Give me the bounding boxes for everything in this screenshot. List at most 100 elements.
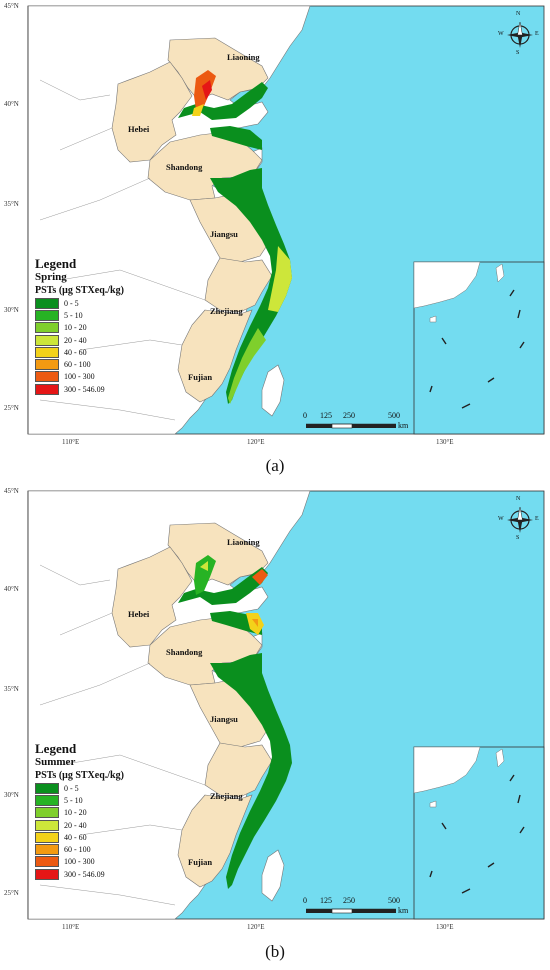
legend-swatch [35, 819, 59, 831]
legend-season: Spring [35, 271, 67, 283]
legend-title: Legend [35, 741, 77, 756]
label-zhejiang: Zhejiang [210, 791, 243, 801]
legend-swatch [35, 334, 59, 346]
lon-110: 110°E [62, 923, 80, 931]
scale-500: 500 [388, 896, 400, 905]
legend-class-row: 100 - 300 [35, 371, 124, 383]
pst-band-10-20 [228, 328, 266, 404]
caption-b: (b) [265, 942, 285, 961]
legend-class-row: 20 - 40 [35, 334, 124, 346]
legend-class-row: 20 - 40 [35, 819, 124, 831]
legend-class-row: 0 - 5 [35, 297, 124, 309]
pst-band-bohai [178, 567, 268, 605]
pst-band-300-plus [202, 80, 212, 100]
province-fujian [177, 309, 253, 403]
lat-45: 45°N [4, 2, 19, 10]
compass-e: E [535, 31, 539, 37]
legend-class-label: 100 - 300 [64, 372, 95, 382]
legend-class-row: 40 - 60 [35, 831, 124, 843]
legend-class-label: 5 - 10 [64, 795, 83, 805]
legend-a: Legend Spring PSTs (μg STXeq./kg) 0 - 5 5… [35, 257, 124, 395]
inset-nine-dash [429, 774, 525, 894]
lat-35: 35°N [4, 685, 19, 693]
compass-e: E [535, 516, 539, 522]
internal-borders [39, 79, 206, 421]
legend-swatch [35, 383, 59, 395]
label-jiangsu: Jiangsu [210, 229, 238, 239]
lat-45: 45°N [4, 487, 19, 495]
pst-band-40-60 [246, 613, 264, 635]
lat-25: 25°N [4, 889, 19, 897]
label-shandong: Shandong [166, 162, 203, 172]
legend-class-label: 20 - 40 [64, 335, 87, 345]
label-fujian: Fujian [188, 372, 213, 382]
lon-120: 120°E [247, 438, 265, 446]
legend-swatch [35, 346, 59, 358]
lat-30: 30°N [4, 306, 19, 314]
inset-nine-dash [429, 289, 525, 409]
map-b-svg [27, 490, 545, 920]
pst-band-40-60 [192, 104, 204, 116]
label-hebei: Hebei [128, 609, 150, 619]
compass-rose-icon [507, 506, 533, 533]
legend-class-label: 10 - 20 [64, 323, 87, 333]
compass-w: W [498, 31, 504, 37]
label-zhejiang: Zhejiang [210, 306, 243, 316]
lon-120: 120°E [247, 923, 265, 931]
legend-class-row: 5 - 10 [35, 794, 124, 806]
legend-class-label: 10 - 20 [64, 808, 87, 818]
lat-40: 40°N [4, 100, 19, 108]
legend-swatch [35, 371, 59, 383]
legend-b: Legend Summer PSTs (μg STXeq./kg) 0 - 5 5… [35, 742, 124, 880]
compass-w: W [498, 516, 504, 522]
scale-125: 125 [320, 896, 332, 905]
legend-title: Legend [35, 256, 77, 271]
province-fujian [177, 794, 253, 888]
legend-rows: 0 - 5 5 - 10 10 - 20 20 - 40 40 - 60 60 - 100… [35, 297, 124, 395]
legend-swatch [35, 794, 59, 806]
legend-swatch [35, 831, 59, 843]
scale-unit: km [398, 906, 409, 915]
legend-season: Summer [35, 756, 76, 768]
legend-class-label: 300 - 546.09 [64, 384, 105, 394]
scale-0: 0 [303, 411, 307, 420]
label-shandong: Shandong [166, 647, 203, 657]
legend-class-label: 40 - 60 [64, 347, 87, 357]
legend-swatch [35, 844, 59, 856]
legend-swatch [35, 297, 59, 309]
legend-class-row: 60 - 100 [35, 358, 124, 371]
scale-250: 250 [343, 411, 355, 420]
legend-class-label: 60 - 100 [64, 845, 91, 855]
lon-130: 130°E [436, 438, 454, 446]
compass-n: N [516, 11, 521, 17]
legend-swatch [35, 359, 59, 371]
taiwan-island [261, 364, 285, 417]
legend-class-label: 0 - 5 [64, 783, 79, 793]
pst-band-20-40 [200, 561, 208, 571]
compass-n: N [516, 496, 521, 502]
legend-class-label: 20 - 40 [64, 820, 87, 830]
compass-rose-icon [507, 21, 533, 48]
legend-unit: PSTs (μg STXeq./kg) [35, 285, 124, 296]
legend-class-label: 5 - 10 [64, 310, 83, 320]
legend-unit: PSTs (μg STXeq./kg) [35, 770, 124, 781]
compass-s: S [516, 50, 520, 56]
scale-0: 0 [303, 896, 307, 905]
legend-class-label: 100 - 300 [64, 857, 95, 867]
legend-class-row: 10 - 20 [35, 322, 124, 334]
legend-class-row: 60 - 100 [35, 843, 124, 856]
legend-class-row: 10 - 20 [35, 807, 124, 819]
legend-swatch [35, 309, 59, 321]
lon-110: 110°E [62, 438, 80, 446]
legend-swatch [35, 782, 59, 794]
pst-band-60-100 [252, 619, 258, 627]
inset-land [413, 261, 481, 309]
lon-130: 130°E [436, 923, 454, 931]
taiwan-island [261, 849, 285, 902]
legend-class-row: 40 - 60 [35, 346, 124, 358]
scale-unit: km [398, 421, 409, 430]
legend-class-row: 300 - 546.09 [35, 383, 124, 395]
pst-band-0-5 [210, 653, 292, 889]
internal-borders [39, 564, 206, 906]
scale-125: 125 [320, 411, 332, 420]
